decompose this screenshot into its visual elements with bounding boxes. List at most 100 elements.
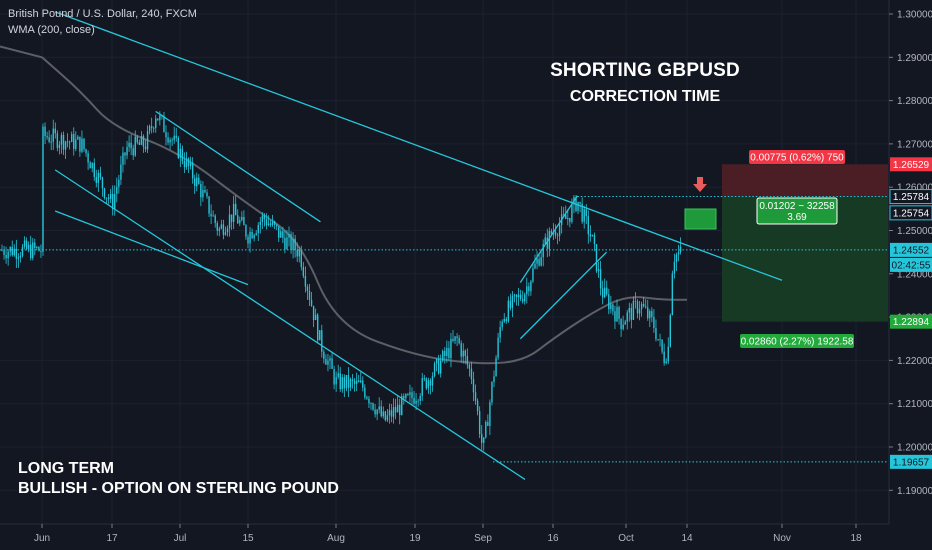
- trend-line[interactable]: [519, 251, 607, 340]
- candle-body[interactable]: [593, 234, 596, 245]
- candle-body[interactable]: [312, 305, 315, 321]
- candle-body[interactable]: [38, 247, 40, 251]
- candle-body[interactable]: [604, 287, 606, 298]
- candle-body[interactable]: [540, 257, 542, 266]
- candle-body[interactable]: [421, 378, 423, 396]
- candle-body[interactable]: [403, 396, 405, 399]
- symbol-title[interactable]: British Pound / U.S. Dollar, 240, FXCM: [8, 8, 197, 20]
- candle-body[interactable]: [464, 350, 466, 357]
- candle-body[interactable]: [196, 177, 198, 187]
- candle-body[interactable]: [673, 261, 676, 274]
- candle-body[interactable]: [671, 273, 674, 315]
- candle-body[interactable]: [142, 135, 145, 147]
- candle-body[interactable]: [503, 318, 505, 322]
- candle-body[interactable]: [345, 374, 348, 389]
- candle-body[interactable]: [622, 324, 624, 330]
- candle-body[interactable]: [173, 135, 175, 141]
- candle-body[interactable]: [335, 377, 337, 385]
- candle-body[interactable]: [577, 201, 579, 211]
- candle-body[interactable]: [413, 397, 415, 404]
- candle-body[interactable]: [669, 314, 671, 347]
- candle-body[interactable]: [370, 403, 372, 404]
- candle-body[interactable]: [636, 301, 639, 314]
- candle-body[interactable]: [280, 231, 282, 238]
- candle-body[interactable]: [261, 215, 264, 222]
- candle-body[interactable]: [259, 221, 261, 226]
- candle-body[interactable]: [665, 361, 667, 364]
- candle-body[interactable]: [11, 246, 13, 256]
- candle-body[interactable]: [97, 172, 100, 184]
- candle-body[interactable]: [606, 287, 608, 295]
- candle-body[interactable]: [472, 379, 475, 393]
- candle-body[interactable]: [194, 178, 196, 187]
- candle-body[interactable]: [60, 134, 63, 145]
- candle-body[interactable]: [667, 346, 669, 362]
- candle-body[interactable]: [552, 231, 555, 235]
- candle-body[interactable]: [532, 268, 534, 282]
- candle-body[interactable]: [241, 216, 243, 221]
- long-term-annotation[interactable]: LONG TERM BULLISH - OPTION ON STERLING P…: [18, 459, 339, 499]
- candle-body[interactable]: [376, 409, 378, 415]
- candle-body[interactable]: [329, 358, 331, 361]
- candle-body[interactable]: [515, 294, 518, 298]
- candle-body[interactable]: [530, 281, 532, 292]
- candle-body[interactable]: [524, 294, 526, 302]
- candle-body[interactable]: [64, 141, 67, 150]
- candle-body[interactable]: [485, 421, 487, 438]
- candle-body[interactable]: [390, 410, 393, 417]
- candle-body[interactable]: [425, 378, 428, 389]
- candle-body[interactable]: [634, 300, 637, 302]
- candle-body[interactable]: [487, 421, 489, 426]
- candle-body[interactable]: [58, 144, 61, 148]
- candle-body[interactable]: [105, 197, 108, 199]
- candle-body[interactable]: [87, 153, 89, 163]
- candle-body[interactable]: [54, 128, 56, 134]
- candle-body[interactable]: [571, 204, 573, 222]
- candle-body[interactable]: [265, 219, 268, 226]
- candle-body[interactable]: [620, 318, 622, 330]
- candle-body[interactable]: [235, 203, 237, 216]
- candle-body[interactable]: [202, 189, 204, 198]
- candle-body[interactable]: [427, 380, 430, 389]
- stop-loss-zone[interactable]: [722, 164, 888, 197]
- candle-body[interactable]: [112, 193, 114, 210]
- candle-body[interactable]: [538, 258, 540, 266]
- candle-body[interactable]: [573, 197, 575, 205]
- candle-body[interactable]: [319, 330, 321, 341]
- candle-body[interactable]: [214, 215, 216, 224]
- candle-body[interactable]: [649, 311, 651, 319]
- entry-marker-box[interactable]: [684, 208, 717, 230]
- candle-body[interactable]: [382, 411, 384, 417]
- candle-body[interactable]: [247, 236, 249, 244]
- candle-body[interactable]: [288, 234, 290, 238]
- candle-body[interactable]: [501, 321, 503, 328]
- candle-body[interactable]: [349, 379, 352, 388]
- candle-body[interactable]: [394, 407, 397, 413]
- candle-body[interactable]: [191, 162, 194, 179]
- candle-body[interactable]: [271, 221, 274, 225]
- candle-body[interactable]: [497, 337, 499, 358]
- candle-body[interactable]: [548, 230, 551, 249]
- candle-body[interactable]: [601, 288, 604, 298]
- candle-body[interactable]: [3, 250, 5, 255]
- candle-body[interactable]: [567, 217, 569, 219]
- candle-body[interactable]: [481, 434, 483, 443]
- candle-body[interactable]: [507, 300, 510, 322]
- take-profit-badge[interactable]: [740, 334, 854, 348]
- candle-body[interactable]: [212, 215, 214, 217]
- candle-body[interactable]: [360, 380, 362, 383]
- candle-body[interactable]: [239, 220, 241, 224]
- candle-body[interactable]: [226, 228, 229, 233]
- candle-body[interactable]: [325, 358, 327, 365]
- candle-body[interactable]: [653, 317, 655, 328]
- candle-body[interactable]: [177, 137, 179, 158]
- candle-body[interactable]: [263, 215, 266, 220]
- candle-body[interactable]: [462, 350, 464, 357]
- candle-body[interactable]: [528, 286, 530, 292]
- candle-body[interactable]: [362, 380, 364, 388]
- candle-body[interactable]: [355, 380, 358, 384]
- candle-body[interactable]: [189, 162, 192, 167]
- candle-body[interactable]: [187, 158, 190, 167]
- candle-body[interactable]: [399, 404, 401, 415]
- candle-body[interactable]: [339, 373, 341, 390]
